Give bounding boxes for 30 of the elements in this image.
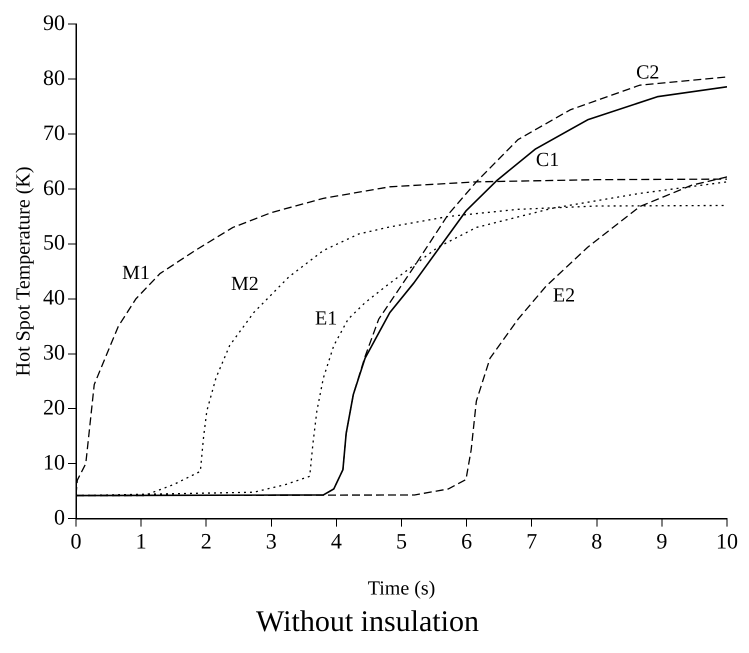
series-label: E1 bbox=[315, 307, 338, 330]
x-tick-label: 7 bbox=[526, 528, 538, 554]
y-tick-label: 30 bbox=[43, 340, 65, 365]
x-tick-label: 5 bbox=[396, 528, 407, 554]
y-tick-label: 10 bbox=[43, 449, 65, 474]
x-tick-label: 1 bbox=[136, 528, 147, 554]
x-tick-label: 6 bbox=[461, 528, 472, 554]
y-tick-label: 80 bbox=[43, 64, 65, 90]
series-label: E2 bbox=[552, 284, 576, 306]
x-tick-label: 4 bbox=[330, 528, 342, 554]
series-label: C2 bbox=[636, 61, 660, 84]
x-tick-label: 3 bbox=[266, 528, 277, 554]
y-tick-label: 90 bbox=[43, 10, 65, 35]
text: Without insulation bbox=[256, 604, 479, 638]
y-tick-label: 20 bbox=[43, 394, 65, 420]
y-tick-label: 60 bbox=[43, 174, 65, 200]
y-axis-title: Hot Spot Temperature (K) bbox=[12, 166, 34, 376]
x-tick-label: 9 bbox=[656, 528, 668, 554]
series-label: C1 bbox=[536, 149, 560, 172]
x-axis-title: Time (s) bbox=[368, 577, 436, 600]
x-tick-label: 0 bbox=[70, 528, 82, 554]
y-tick-label: 40 bbox=[43, 284, 65, 310]
x-tick-label: 10 bbox=[716, 528, 738, 554]
x-tick-label: 2 bbox=[200, 528, 212, 554]
series-label: M1 bbox=[122, 262, 150, 284]
y-tick-label: 50 bbox=[43, 230, 65, 255]
y-tick-label: 70 bbox=[43, 120, 65, 145]
series-label: M2 bbox=[230, 273, 259, 296]
x-tick-label: 8 bbox=[591, 528, 602, 554]
y-tick-label: 0 bbox=[54, 504, 65, 530]
